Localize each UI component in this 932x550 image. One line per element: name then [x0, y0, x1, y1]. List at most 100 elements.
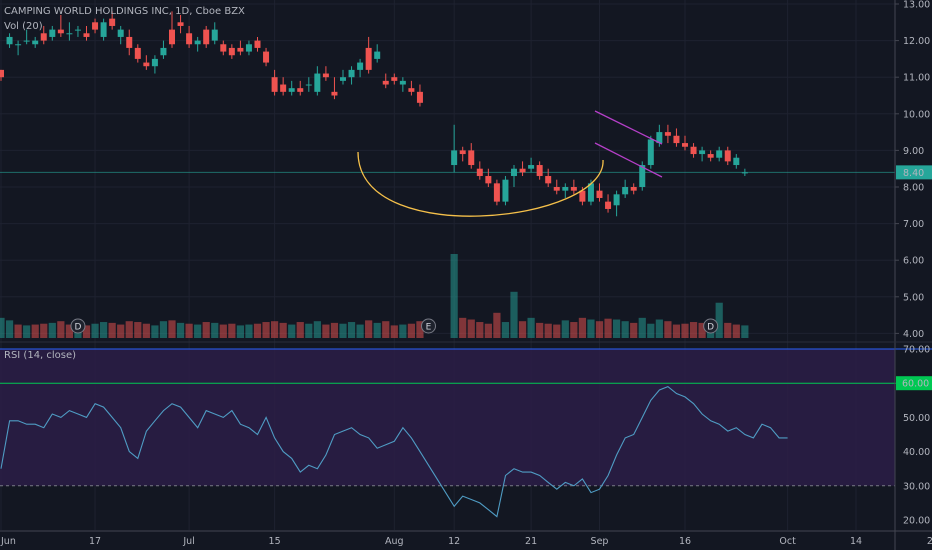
rsi-polyline [0, 385, 788, 518]
candle-body [416, 91, 423, 103]
volume-bar [655, 319, 663, 338]
volume-bar [313, 321, 321, 338]
rsi-60-label: 60.00 [902, 379, 929, 390]
x-axis-label-2: Jul [182, 536, 194, 547]
candle-body [664, 132, 671, 136]
volume-bar [322, 324, 330, 338]
volume-bar [399, 324, 407, 338]
candle-body [348, 69, 355, 78]
volume-bar [621, 321, 629, 338]
volume-bar [450, 254, 458, 338]
candle-body [57, 29, 64, 34]
price-axis-label-7: 6.00 [903, 256, 924, 267]
drawings[interactable] [357, 110, 663, 217]
volume-bar [724, 322, 732, 338]
candle-body [451, 150, 458, 166]
volume-bar [630, 322, 638, 338]
volume-bar [108, 322, 116, 338]
volume-bar [715, 302, 723, 338]
volume-bar [493, 312, 501, 338]
event-marker-0 [70, 318, 86, 334]
volume-bar [253, 323, 262, 338]
volume-bar [527, 317, 535, 338]
volume-bar [467, 319, 475, 338]
candle-body [194, 40, 201, 45]
rsi-line [0, 385, 788, 518]
candle-body [587, 183, 594, 202]
volume-bar [390, 325, 398, 338]
candle-body [639, 165, 646, 187]
candle-body [151, 58, 158, 67]
event-marker-1 [421, 318, 436, 334]
candle-body [682, 143, 688, 147]
volume-bar [211, 322, 219, 338]
candle-body [605, 201, 612, 209]
price-axis-label-8: 5.00 [903, 292, 924, 303]
candle-body [733, 157, 740, 166]
rsi-axis-label-2: 40.00 [903, 447, 930, 458]
volume-bar [459, 317, 467, 338]
candle-body [536, 165, 543, 177]
candle-body [485, 176, 492, 184]
candle-body [622, 187, 629, 195]
candle-body [374, 51, 381, 59]
current-price-label: 8.40 [903, 168, 924, 179]
volume-bar [5, 320, 14, 338]
candlesticks[interactable] [0, 11, 748, 217]
x-axis-label-1: 17 [89, 536, 101, 547]
event-marker-label-2: D [707, 323, 714, 333]
candle-body [126, 36, 133, 48]
candle-body [254, 40, 261, 48]
candle-body [228, 47, 235, 56]
candle-body [74, 29, 81, 31]
volume-bar [356, 324, 364, 338]
rsi-axis-label-0: 70.00 [903, 345, 930, 356]
volume-bar [698, 322, 706, 338]
volume-bar [587, 319, 595, 338]
volume-bar [305, 323, 313, 338]
candle-body [169, 29, 175, 45]
volume-bar [484, 323, 492, 338]
candle-body [391, 77, 398, 81]
candle-body [656, 132, 663, 144]
cup-curve [357, 151, 604, 217]
candle-body [399, 80, 406, 85]
volume-bar [142, 323, 150, 338]
candle-body [382, 80, 389, 85]
candle-body [545, 176, 552, 184]
x-axis-label-6: 21 [525, 536, 537, 547]
candle-body [245, 44, 252, 52]
volume-bar [296, 322, 304, 338]
volume-bar [202, 322, 210, 338]
candle-body [23, 40, 30, 42]
volume-bar [681, 323, 689, 338]
volume-bar [672, 324, 681, 338]
candle-body [177, 22, 184, 26]
volume-bar [732, 324, 740, 338]
volume-bar [262, 322, 270, 338]
candle-body [519, 168, 526, 173]
price-axis-label-3: 10.00 [903, 109, 930, 120]
volume-bar [330, 322, 339, 338]
volume-bar [57, 321, 65, 338]
volume-bar [125, 321, 133, 338]
candle-body [511, 168, 517, 177]
volume-bar [570, 322, 578, 338]
candle-body [716, 150, 723, 158]
candle-body [408, 88, 415, 92]
volume-bar [741, 325, 749, 338]
candle-body [553, 187, 560, 191]
candle-body [237, 47, 244, 52]
volume-bar [561, 320, 569, 338]
volume-bar [476, 322, 484, 338]
volume-bar [416, 321, 424, 338]
rsi-axis-label-3: 30.00 [903, 481, 930, 492]
candle-body [160, 47, 167, 56]
x-axis-label-7: Sep [591, 536, 609, 547]
volume-bar [176, 322, 185, 338]
volume-bar [536, 322, 544, 338]
channel-lower-line [594, 142, 663, 178]
